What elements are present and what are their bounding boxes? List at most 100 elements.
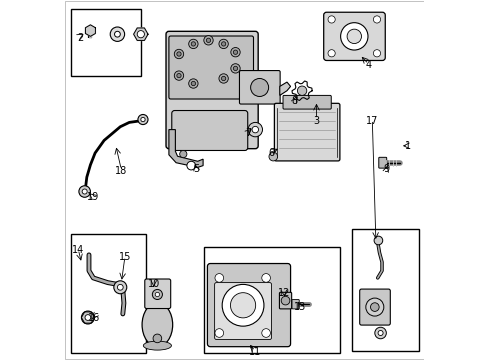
Circle shape [221,42,225,46]
Bar [157,9,398,247]
Ellipse shape [142,303,172,347]
Text: 19: 19 [86,192,99,202]
Circle shape [141,117,145,122]
FancyBboxPatch shape [214,283,271,339]
Circle shape [233,50,237,54]
FancyBboxPatch shape [166,31,258,149]
Circle shape [250,78,268,96]
Circle shape [188,39,198,49]
Circle shape [82,189,87,194]
Text: 13: 13 [294,302,306,312]
FancyBboxPatch shape [239,71,280,104]
Circle shape [215,329,223,337]
Text: 16: 16 [88,312,100,323]
Text: 3: 3 [313,116,319,126]
Circle shape [373,236,382,245]
Circle shape [327,16,335,23]
Circle shape [155,292,159,297]
Text: 10: 10 [147,279,160,289]
Circle shape [233,66,237,71]
Bar [71,234,145,353]
Circle shape [138,114,148,125]
FancyBboxPatch shape [378,157,386,168]
Circle shape [110,27,124,41]
Circle shape [373,50,380,57]
Circle shape [219,39,228,49]
Text: 18: 18 [115,166,127,176]
Circle shape [261,274,270,282]
Polygon shape [85,25,95,36]
Circle shape [206,38,210,42]
Text: 1: 1 [405,141,410,151]
Text: 4: 4 [365,60,371,70]
Polygon shape [168,130,203,167]
Circle shape [85,315,91,320]
Circle shape [268,152,277,161]
Circle shape [215,274,223,282]
Text: 7: 7 [244,128,251,138]
Circle shape [191,81,195,86]
Circle shape [374,327,386,339]
Circle shape [377,330,382,336]
Circle shape [261,329,270,337]
Text: 11: 11 [249,347,261,357]
Ellipse shape [143,341,171,350]
Circle shape [365,298,383,316]
Circle shape [219,74,228,83]
Circle shape [203,36,213,45]
Circle shape [191,42,195,46]
Circle shape [373,16,380,23]
Circle shape [188,79,198,88]
FancyBboxPatch shape [144,279,170,309]
Bar [352,229,418,351]
FancyBboxPatch shape [291,300,299,309]
Bar [204,247,340,353]
FancyBboxPatch shape [323,12,385,60]
Text: 8: 8 [291,96,297,106]
Circle shape [297,86,306,95]
Polygon shape [279,82,290,95]
Text: 14: 14 [72,245,84,255]
Text: 5: 5 [192,164,199,174]
Circle shape [174,71,183,80]
Text: 15: 15 [119,252,131,262]
Circle shape [247,122,262,137]
Circle shape [186,161,195,170]
Circle shape [179,150,186,158]
FancyBboxPatch shape [283,95,330,109]
FancyBboxPatch shape [274,103,339,161]
Text: 2: 2 [77,33,83,43]
Circle shape [81,311,94,324]
Polygon shape [133,28,148,40]
Circle shape [230,64,240,73]
Circle shape [153,334,162,343]
Circle shape [230,48,240,57]
Circle shape [79,186,90,197]
Circle shape [370,303,378,311]
FancyBboxPatch shape [168,36,253,99]
Circle shape [177,73,181,78]
FancyBboxPatch shape [171,111,247,150]
FancyBboxPatch shape [207,264,290,347]
Circle shape [114,31,120,37]
Bar [71,9,141,76]
Circle shape [117,284,123,290]
Circle shape [222,284,264,326]
Circle shape [340,23,367,50]
Circle shape [281,296,289,305]
FancyBboxPatch shape [279,292,291,309]
Circle shape [114,281,126,294]
Text: 6: 6 [268,148,274,158]
Text: 17: 17 [366,116,378,126]
Circle shape [346,29,361,44]
Circle shape [251,126,258,133]
Circle shape [230,293,255,318]
Circle shape [174,49,183,59]
Circle shape [137,31,144,38]
Circle shape [177,52,181,56]
Text: 9: 9 [383,164,389,174]
Circle shape [147,328,167,348]
Circle shape [152,289,162,300]
Circle shape [221,76,225,81]
Text: 12: 12 [277,288,290,298]
